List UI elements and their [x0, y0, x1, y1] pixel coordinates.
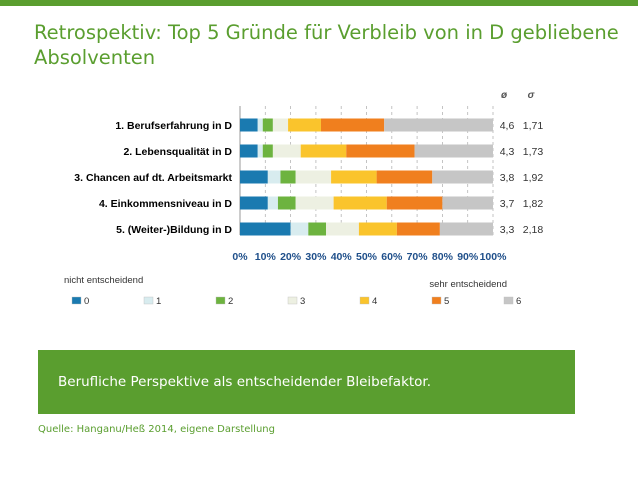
- sd-value: 1,73: [523, 146, 544, 158]
- x-tick-label: 90%: [457, 251, 479, 263]
- legend-label: 0: [84, 296, 89, 307]
- bar-segment: [295, 196, 334, 210]
- legend-label: 1: [156, 296, 161, 307]
- mean-value: 3,8: [500, 172, 515, 184]
- stacked-bar-chart: 0% 10% 20% 30% 40% 50% 60% 70% 80% 90% 100% ø σ 1. Be…: [64, 90, 543, 307]
- bar-segment: [346, 144, 415, 158]
- bar-segment: [331, 170, 377, 184]
- legend-label: 2: [228, 296, 233, 307]
- bar-segment: [272, 144, 301, 158]
- source-note: Quelle: Hanganu/Heß 2014, eigene Darstel…: [38, 424, 275, 435]
- legend-label: 3: [300, 296, 305, 307]
- label-layer: 0% 10% 20% 30% 40% 50% 60% 70% 80% 90% 100% ø σ 1. Be…: [74, 90, 543, 263]
- bar-segment: [257, 118, 263, 132]
- bar-segment: [277, 196, 296, 210]
- bar-segment: [414, 144, 493, 158]
- bar-segment: [333, 196, 387, 210]
- bar-segment: [308, 222, 327, 236]
- bar-segment: [358, 222, 397, 236]
- legend-label: 4: [372, 296, 377, 307]
- bar-layer: [240, 118, 493, 236]
- x-tick-label: 70%: [407, 251, 429, 263]
- x-tick-label: 0%: [232, 251, 248, 263]
- conclusion-banner: Berufliche Perspektive als entscheidende…: [38, 350, 575, 414]
- legend-label: 6: [516, 296, 521, 307]
- x-tick-label: 60%: [381, 251, 403, 263]
- bar-segment: [376, 170, 433, 184]
- legend-swatch: [143, 296, 154, 305]
- slide-title: Retrospektiv: Top 5 Gründe für Verbleib …: [34, 21, 619, 69]
- bar-segment: [240, 170, 268, 184]
- legend-swatch: [215, 296, 226, 305]
- sd-value: 2,18: [523, 224, 544, 236]
- legend-swatch: [287, 296, 298, 305]
- x-tick-label: 50%: [356, 251, 378, 263]
- bar-segment: [288, 118, 321, 132]
- bar-segment: [386, 196, 443, 210]
- x-tick-label: 40%: [331, 251, 353, 263]
- x-tick-label: 30%: [305, 251, 327, 263]
- bar-segment: [267, 170, 281, 184]
- bar-segment: [290, 222, 309, 236]
- bar-segment: [240, 222, 291, 236]
- scale-left-label: nicht entscheidend: [64, 275, 143, 286]
- mean-value: 4,6: [500, 120, 515, 132]
- bar-segment: [300, 144, 347, 158]
- x-tick-label: 80%: [432, 251, 454, 263]
- category-label: 1. Berufserfahrung in D: [115, 120, 232, 132]
- bar-segment: [267, 196, 278, 210]
- bar-segment: [240, 196, 268, 210]
- bar-segment: [295, 170, 332, 184]
- mean-header: ø: [501, 90, 507, 101]
- category-label: 4. Einkommensniveau in D: [99, 198, 232, 210]
- bar-segment: [384, 118, 493, 132]
- legend-label: 5: [444, 296, 449, 307]
- mean-value: 4,3: [500, 146, 515, 158]
- category-label: 2. Lebensqualität in D: [123, 146, 232, 158]
- x-tick-label: 10%: [255, 251, 277, 263]
- bar-segment: [262, 118, 273, 132]
- sd-value: 1,71: [523, 120, 544, 132]
- category-label: 3. Chancen auf dt. Arbeitsmarkt: [74, 172, 232, 184]
- top-accent-bar: [0, 0, 638, 6]
- legend-swatch: [359, 296, 370, 305]
- legend-layer: nicht entscheidend sehr entscheidend 0 1 2 3 4…: [64, 275, 521, 307]
- legend-swatch: [503, 296, 514, 305]
- bar-segment: [432, 170, 493, 184]
- mean-value: 3,3: [500, 224, 515, 236]
- sd-value: 1,92: [523, 172, 544, 184]
- bar-segment: [439, 222, 493, 236]
- bar-segment: [326, 222, 359, 236]
- bar-segment: [257, 144, 263, 158]
- category-label: 5. (Weiter-)Bildung in D: [116, 224, 232, 236]
- x-tick-label: 100%: [480, 251, 508, 263]
- bar-segment: [240, 118, 258, 132]
- x-tick-label: 20%: [280, 251, 302, 263]
- sd-value: 1,82: [523, 198, 544, 210]
- sd-header: σ: [528, 90, 535, 101]
- legend-swatch: [431, 296, 442, 305]
- bar-segment: [396, 222, 440, 236]
- mean-value: 3,7: [500, 198, 515, 210]
- bar-segment: [240, 144, 258, 158]
- scale-right-label: sehr entscheidend: [429, 279, 507, 290]
- bar-segment: [262, 144, 273, 158]
- bar-segment: [280, 170, 296, 184]
- bar-segment: [272, 118, 289, 132]
- legend-swatch: [71, 296, 82, 305]
- banner-text: Berufliche Perspektive als entscheidende…: [58, 374, 432, 390]
- bar-segment: [320, 118, 385, 132]
- bar-segment: [442, 196, 493, 210]
